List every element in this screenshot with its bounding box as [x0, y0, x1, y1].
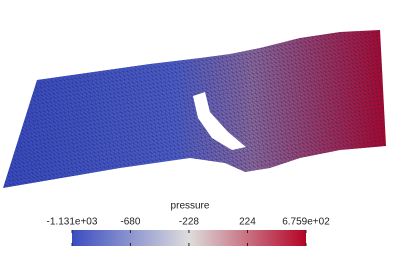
- colorbar-tick-label: -680: [120, 217, 140, 228]
- colorbar: [72, 230, 306, 246]
- mesh-surface: [3, 30, 386, 188]
- colorbar-tick-label: 224: [239, 217, 256, 228]
- colorbar-tick-label: -1.131e+03: [47, 217, 98, 228]
- colorbar-tick-label: -228: [179, 217, 199, 228]
- colorbar-tick-label: 6.759e+02: [282, 217, 330, 228]
- colorbar-title: pressure: [171, 201, 210, 212]
